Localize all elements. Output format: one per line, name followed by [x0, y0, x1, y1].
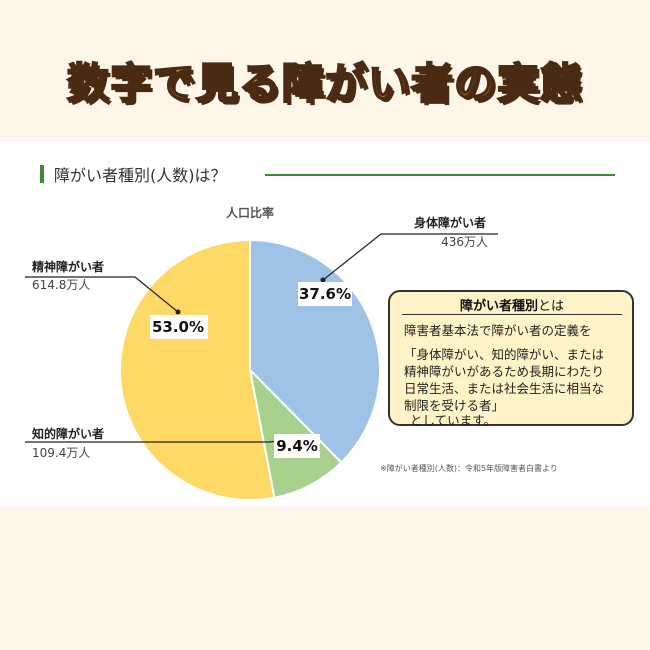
- definition-line: 日常生活、または社会生活に相当な: [404, 381, 605, 396]
- section-heading: 障がい者種別(人数)は？: [40, 164, 227, 185]
- definition-box: 障がい者種別とは 障害者基本法で障がい者の定義を 「身体障がい、知的障がい、また…: [388, 290, 634, 428]
- section-marker: [40, 165, 44, 183]
- pie-chart: 人口比率 身体障がい者 436万人 37.6% 知的障がい者 109.4万人 9.4% 精神…: [25, 205, 498, 501]
- slice-name-label: 身体障がい者: [414, 215, 486, 230]
- title-band: 数字で見る障がい者の実態: [0, 0, 650, 142]
- callout-line-0: [322, 233, 498, 281]
- definition-title: 障がい者種別とは: [404, 295, 620, 314]
- pie-slice-2: [119, 238, 276, 501]
- section-title: 障がい者種別(人数)は？: [54, 166, 227, 185]
- content-panel: 障がい者種別(人数)は？ 人口比率 身体障がい者 436万人 37.6% 知的障がい者…: [0, 142, 650, 507]
- definition-line: としています。: [410, 413, 496, 428]
- percent-label-bg: [298, 282, 352, 306]
- definition-title-term: 障がい者種別: [459, 299, 538, 314]
- percent-label: 37.6%: [299, 285, 351, 303]
- percent-label: 9.4%: [276, 437, 318, 455]
- definition-line: 精神障がいがあるため長期にわたり: [404, 364, 605, 379]
- definition-title-suffix: とは: [538, 299, 565, 314]
- callout-dot-2: [175, 309, 181, 315]
- definition-rule: [402, 314, 622, 315]
- slice-value-label: 109.4万人: [32, 446, 90, 460]
- definition-line: 「身体障がい、知的障がい、または: [404, 347, 605, 362]
- definition-line: 障害者基本法で障がい者の定義を: [404, 323, 592, 338]
- percent-label-bg: [150, 315, 208, 339]
- percent-label: 53.0%: [152, 318, 204, 336]
- percent-label-bg: [274, 434, 320, 458]
- slice-name-label: 知的障がい者: [31, 426, 104, 441]
- slice-value-label: 436万人: [441, 235, 488, 249]
- source-note: ※障がい者種別(人数)：令和5年版障害者白書より: [380, 464, 558, 473]
- section-divider: [265, 174, 615, 176]
- bottom-band: [0, 507, 650, 650]
- chart-title: 人口比率: [226, 205, 274, 220]
- slice-value-label: 614.8万人: [32, 278, 90, 292]
- callout-line-2: [25, 276, 179, 313]
- callout-dot-0: [320, 277, 326, 283]
- definition-line: 制限を受ける者」: [404, 398, 505, 413]
- slice-name-label: 精神障がい者: [32, 259, 104, 274]
- pie-slice-1: [248, 366, 343, 499]
- page-title: 数字で見る障がい者の実態: [66, 58, 583, 109]
